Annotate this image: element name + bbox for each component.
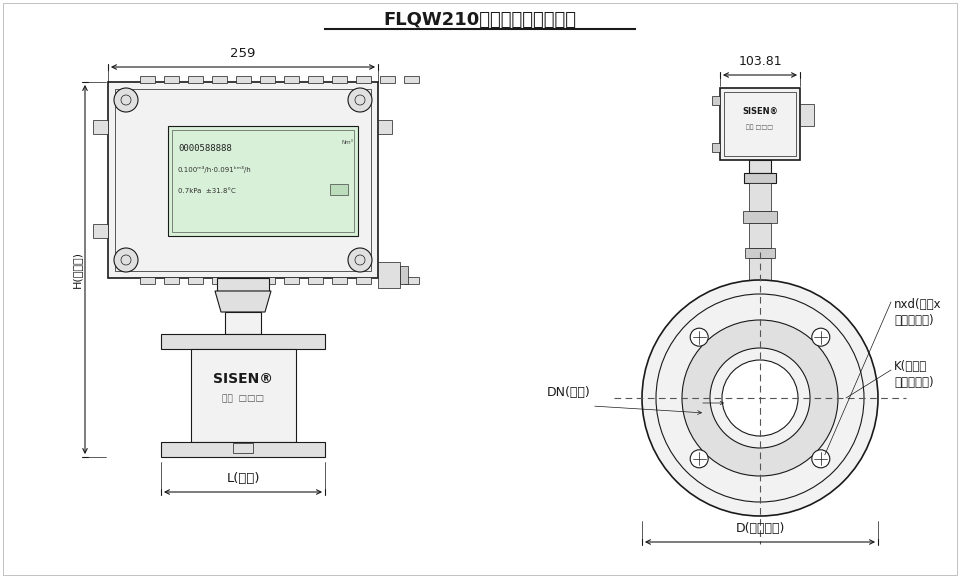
Circle shape: [642, 280, 878, 516]
Bar: [191, 349, 296, 442]
Bar: [284, 277, 299, 284]
Text: D(法兰外径): D(法兰外径): [735, 522, 784, 535]
Text: SISEN®: SISEN®: [213, 372, 273, 386]
Bar: [236, 277, 251, 284]
Bar: [108, 82, 378, 278]
Bar: [378, 120, 392, 134]
Bar: [93, 224, 108, 238]
Bar: [332, 277, 347, 284]
Bar: [743, 211, 777, 223]
Circle shape: [812, 450, 829, 468]
Bar: [140, 76, 155, 83]
Bar: [217, 278, 269, 291]
Ellipse shape: [734, 99, 778, 135]
Text: 螺栓孔直径): 螺栓孔直径): [894, 314, 934, 327]
Text: FLQW210系列气体涡轮流量计: FLQW210系列气体涡轮流量计: [383, 11, 577, 29]
Bar: [115, 89, 371, 271]
Bar: [330, 184, 348, 195]
Polygon shape: [215, 291, 271, 312]
Bar: [188, 76, 203, 83]
Bar: [93, 120, 108, 134]
Bar: [380, 277, 395, 284]
Bar: [356, 76, 371, 83]
Bar: [161, 334, 325, 349]
Bar: [712, 96, 720, 105]
Text: 259: 259: [230, 47, 255, 60]
Bar: [168, 126, 358, 236]
Bar: [233, 443, 253, 453]
Bar: [744, 173, 776, 183]
Text: 官森 □□□: 官森 □□□: [747, 124, 774, 129]
Text: SISEN®: SISEN®: [742, 108, 778, 116]
Bar: [749, 258, 771, 366]
Circle shape: [682, 320, 838, 476]
Text: 官森  □□□: 官森 □□□: [222, 395, 264, 403]
Bar: [404, 277, 419, 284]
Text: L(长度): L(长度): [227, 472, 260, 485]
Bar: [720, 88, 800, 160]
Bar: [724, 92, 796, 156]
Bar: [308, 277, 323, 284]
Bar: [749, 183, 771, 211]
Circle shape: [690, 328, 708, 346]
Text: 0.7kPa  ±31.8°C: 0.7kPa ±31.8°C: [178, 188, 236, 194]
Circle shape: [114, 88, 138, 112]
Bar: [800, 104, 814, 126]
Text: Nm³: Nm³: [341, 140, 353, 145]
Text: nxd(孔数x: nxd(孔数x: [894, 298, 942, 311]
Text: 中心圆直径): 中心圆直径): [894, 376, 934, 389]
Text: DN(通径): DN(通径): [547, 387, 590, 399]
Bar: [188, 277, 203, 284]
Bar: [236, 76, 251, 83]
Bar: [712, 143, 720, 152]
Bar: [140, 277, 155, 284]
Bar: [172, 130, 354, 232]
Bar: [378, 262, 400, 288]
Circle shape: [348, 248, 372, 272]
Circle shape: [114, 248, 138, 272]
Bar: [212, 76, 227, 83]
Bar: [749, 223, 771, 248]
Bar: [308, 76, 323, 83]
Circle shape: [812, 328, 829, 346]
Text: 0000588888: 0000588888: [178, 144, 231, 153]
Bar: [260, 76, 275, 83]
Text: H(总高度): H(总高度): [72, 251, 82, 288]
Text: 0.100ᵐ³/h·0.091ᵏᵐ³/h: 0.100ᵐ³/h·0.091ᵏᵐ³/h: [178, 166, 252, 173]
Circle shape: [348, 88, 372, 112]
Bar: [284, 76, 299, 83]
Bar: [356, 277, 371, 284]
Bar: [380, 76, 395, 83]
Circle shape: [690, 450, 708, 468]
Bar: [745, 248, 775, 258]
Bar: [400, 266, 408, 284]
Circle shape: [722, 360, 798, 436]
Bar: [749, 160, 771, 173]
Bar: [332, 76, 347, 83]
Bar: [404, 76, 419, 83]
Text: K(螺栓孔: K(螺栓孔: [894, 360, 927, 373]
Bar: [225, 312, 261, 334]
Text: 103.81: 103.81: [738, 55, 781, 68]
Circle shape: [710, 348, 810, 448]
Bar: [164, 76, 179, 83]
Bar: [260, 277, 275, 284]
Bar: [212, 277, 227, 284]
Bar: [164, 277, 179, 284]
Bar: [161, 442, 325, 457]
